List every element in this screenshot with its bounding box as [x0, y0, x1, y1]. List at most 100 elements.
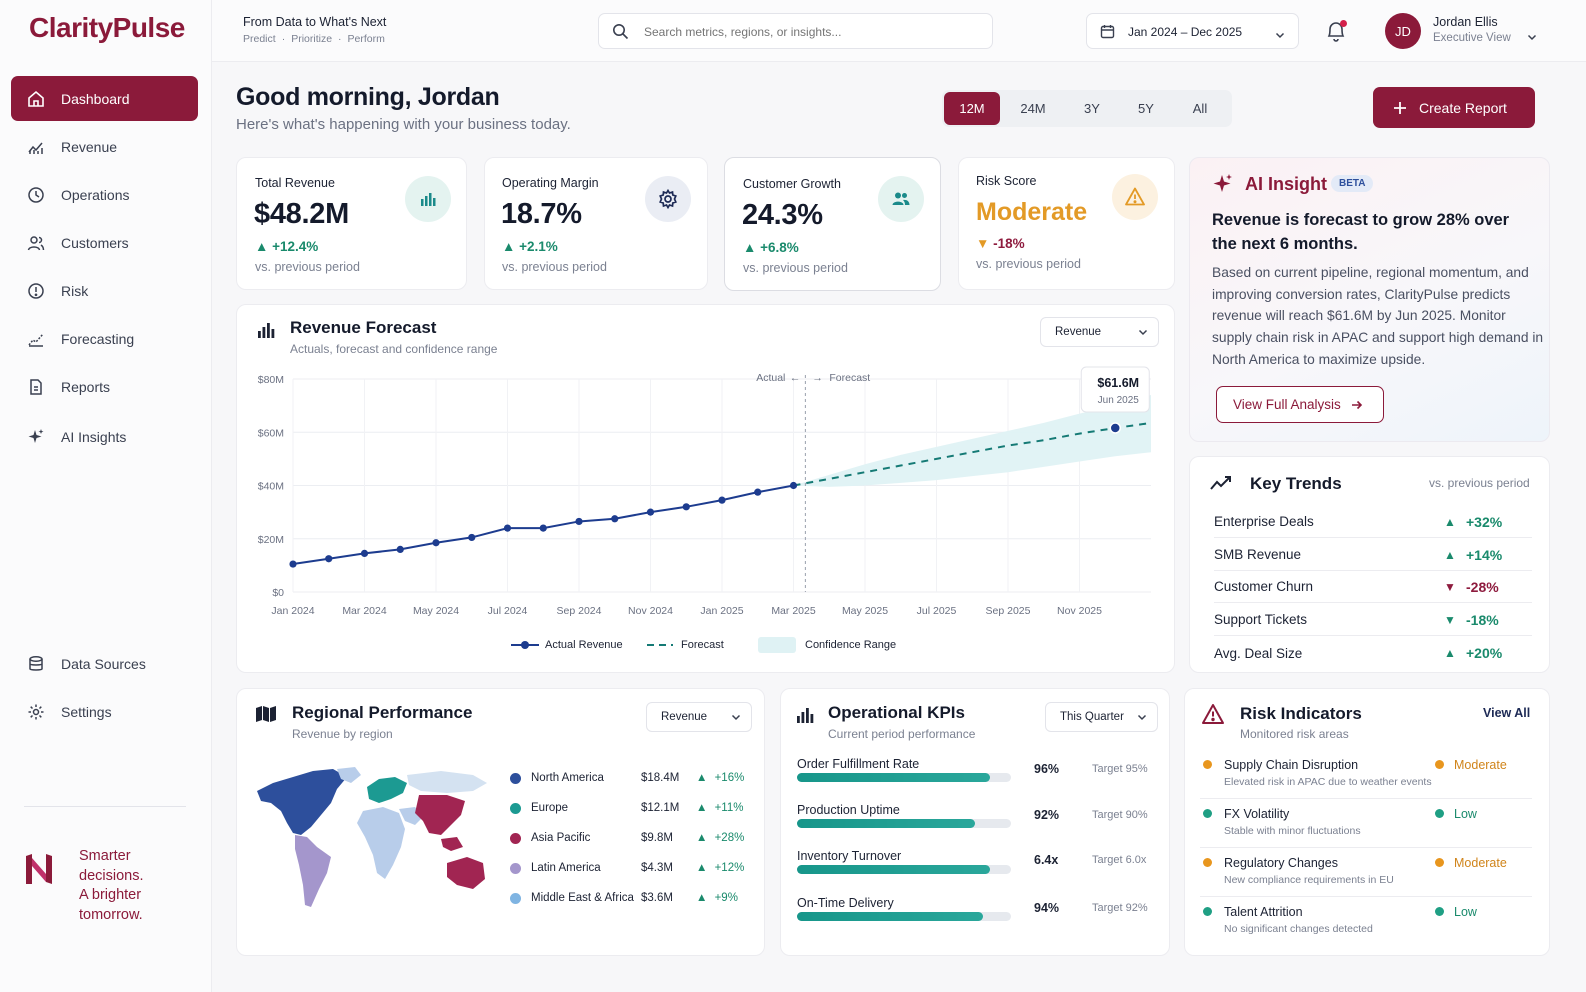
trend-value: +20%: [1466, 645, 1503, 661]
trend-value: -18%: [1466, 611, 1499, 628]
kpi-sub: vs. previous period: [255, 260, 360, 274]
risk-row[interactable]: Regulatory Changes New compliance requir…: [1200, 848, 1532, 897]
region-delta-value: +11%: [714, 802, 744, 814]
ops-kpi-bar-fill: [797, 865, 990, 874]
y-tick-label: $40M: [258, 481, 284, 493]
kpi-card-operating-margin[interactable]: Operating Margin 18.7% ▲ +2.1% vs. previ…: [484, 157, 708, 290]
kpi-delta-value: +2.1%: [519, 239, 558, 254]
chevron-down-icon: [1137, 712, 1147, 722]
region-row[interactable]: Latin America $4.3M ▲ +12%: [510, 858, 750, 878]
risk-row[interactable]: Supply Chain Disruption Elevated risk in…: [1200, 750, 1532, 799]
kpi-card-customer-growth[interactable]: Customer Growth 24.3% ▲ +6.8% vs. previo…: [724, 157, 941, 291]
forecast-callout-date: Jun 2025: [1098, 395, 1140, 406]
forecast-line: [793, 421, 1152, 487]
region-row[interactable]: Europe $12.1M ▲ +11%: [510, 798, 750, 818]
view-all-risks-link[interactable]: View All: [1483, 706, 1531, 720]
forecast-subtitle: Actuals, forecast and confidence range: [290, 342, 498, 356]
notifications-button[interactable]: [1325, 19, 1347, 43]
sidebar-item-settings[interactable]: Settings: [11, 689, 198, 734]
kpi-value: 24.3%: [742, 199, 823, 231]
legend-confidence-label: Confidence Range: [805, 639, 897, 651]
ops-kpi-value: 96%: [1034, 762, 1060, 776]
x-tick-label: Sep 2024: [557, 605, 602, 617]
region-delta: ▲ +28%: [696, 832, 745, 844]
region-dot: [510, 772, 521, 784]
search-input[interactable]: [644, 22, 974, 42]
sidebar-item-forecasting[interactable]: Forecasting: [11, 316, 198, 361]
sidebar-item-operations[interactable]: Operations: [11, 172, 198, 217]
regional-metric-dropdown[interactable]: Revenue: [646, 702, 752, 732]
sidebar-item-revenue[interactable]: Revenue: [11, 124, 198, 169]
ops-period-dropdown[interactable]: This Quarter: [1045, 702, 1158, 732]
sidebar-item-ai-insights[interactable]: AI Insights: [11, 414, 198, 459]
date-range-picker[interactable]: Jan 2024 – Dec 2025: [1086, 13, 1299, 49]
map-europe: [367, 777, 407, 803]
trend-row[interactable]: Avg. Deal Size ▲ +20%: [1214, 637, 1532, 669]
search-icon: [612, 23, 629, 45]
create-report-button[interactable]: Create Report: [1373, 87, 1535, 128]
tab-5y[interactable]: 5Y: [1138, 101, 1154, 116]
trend-row[interactable]: Support Tickets ▼ -18%: [1214, 604, 1532, 636]
y-tick-label: $20M: [258, 534, 284, 546]
sidebar-item-dashboard[interactable]: Dashboard: [11, 76, 198, 121]
user-name: Jordan Ellis: [1433, 15, 1498, 29]
view-full-analysis-button[interactable]: View Full Analysis: [1216, 386, 1384, 423]
region-row[interactable]: Middle East & Africa $3.6M ▲ +9%: [510, 888, 750, 908]
risk-row[interactable]: FX Volatility Stable with minor fluctuat…: [1200, 799, 1532, 848]
ops-kpi-label: Production Uptime: [797, 803, 900, 817]
user-role: Executive View: [1433, 32, 1511, 44]
ops-kpi-row[interactable]: Order Fulfillment Rate 96% Target 95%: [797, 757, 1157, 791]
trend-row[interactable]: SMB Revenue ▲ +14%: [1214, 539, 1532, 571]
sidebar-item-reports[interactable]: Reports: [11, 364, 198, 409]
sidebar-divider: [24, 806, 186, 807]
sparkle-icon: [27, 428, 45, 446]
risk-level: Moderate: [1454, 856, 1507, 870]
tab-3y[interactable]: 3Y: [1084, 101, 1100, 116]
sidebar-item-data-sources[interactable]: Data Sources: [11, 641, 198, 686]
forecast-metric-dropdown[interactable]: Revenue: [1040, 317, 1159, 347]
region-row[interactable]: Asia Pacific $9.8M ▲ +28%: [510, 828, 750, 848]
trend-row[interactable]: Customer Churn ▼ -28%: [1214, 571, 1532, 603]
brand-logo-text[interactable]: ClarityPulse: [29, 12, 185, 43]
x-tick-label: May 2024: [413, 605, 459, 617]
tab-all[interactable]: All: [1192, 101, 1208, 116]
sidebar-item-customers[interactable]: Customers: [11, 220, 198, 265]
kpi-card-risk-score[interactable]: Risk Score Moderate ▼ -18% vs. previous …: [958, 157, 1175, 290]
ops-kpi-row[interactable]: Production Uptime 92% Target 90%: [797, 803, 1157, 837]
map-north-america: [257, 769, 347, 835]
region-value: $9.8M: [641, 832, 673, 844]
tab-24m[interactable]: 24M: [1020, 101, 1046, 116]
kpi-card-total-revenue[interactable]: Total Revenue $48.2M ▲ +12.4% vs. previo…: [236, 157, 467, 290]
tab-12m[interactable]: 12M: [944, 92, 1000, 125]
dropdown-value: Revenue: [661, 711, 708, 723]
trend-up-icon: ▲: [1444, 547, 1456, 562]
risk-row[interactable]: Talent Attrition No significant changes …: [1200, 897, 1532, 946]
user-avatar[interactable]: JD: [1385, 13, 1421, 49]
trend-row[interactable]: Enterprise Deals ▲ +32%: [1214, 506, 1532, 538]
greeting-title: Good morning, Jordan: [236, 83, 500, 111]
region-delta-value: +16%: [714, 772, 745, 784]
kpi-delta-value: -18%: [993, 236, 1025, 251]
ops-kpi-row[interactable]: Inventory Turnover 6.4x Target 6.0x: [797, 849, 1157, 883]
search-box[interactable]: [598, 13, 993, 49]
x-tick-label: Jul 2025: [917, 605, 957, 617]
kpi-title: Operating Margin: [502, 176, 599, 190]
world-map[interactable]: [251, 765, 491, 915]
forecast-icon: [27, 330, 45, 348]
key-trends-card: Key Trends vs. previous period: [1189, 456, 1550, 673]
ops-kpi-bar: [797, 912, 1011, 921]
ops-kpi-label: Order Fulfillment Rate: [797, 757, 920, 771]
forecast-callout-box: [1080, 366, 1150, 413]
user-menu-chevron-icon[interactable]: [1527, 29, 1537, 47]
region-delta: ▲ +16%: [696, 772, 745, 784]
sidebar-item-risk[interactable]: Risk: [11, 268, 198, 313]
region-row[interactable]: North America $18.4M ▲ +16%: [510, 768, 750, 788]
revenue-forecast-chart[interactable]: $0 $20M $40M $60M $80M Jan 2024 Mar 2024 May 20…: [236, 360, 1175, 673]
forecast-highlight-point: [1109, 422, 1121, 434]
region-name: Asia Pacific: [531, 832, 591, 844]
x-tick-label: Nov 2025: [1057, 605, 1102, 617]
trend-up-icon: ▲: [1444, 514, 1456, 529]
ops-kpi-row[interactable]: On-Time Delivery 94% Target 92%: [797, 896, 1157, 930]
actual-revenue-point: [575, 517, 583, 526]
region-value: $12.1M: [641, 802, 680, 814]
